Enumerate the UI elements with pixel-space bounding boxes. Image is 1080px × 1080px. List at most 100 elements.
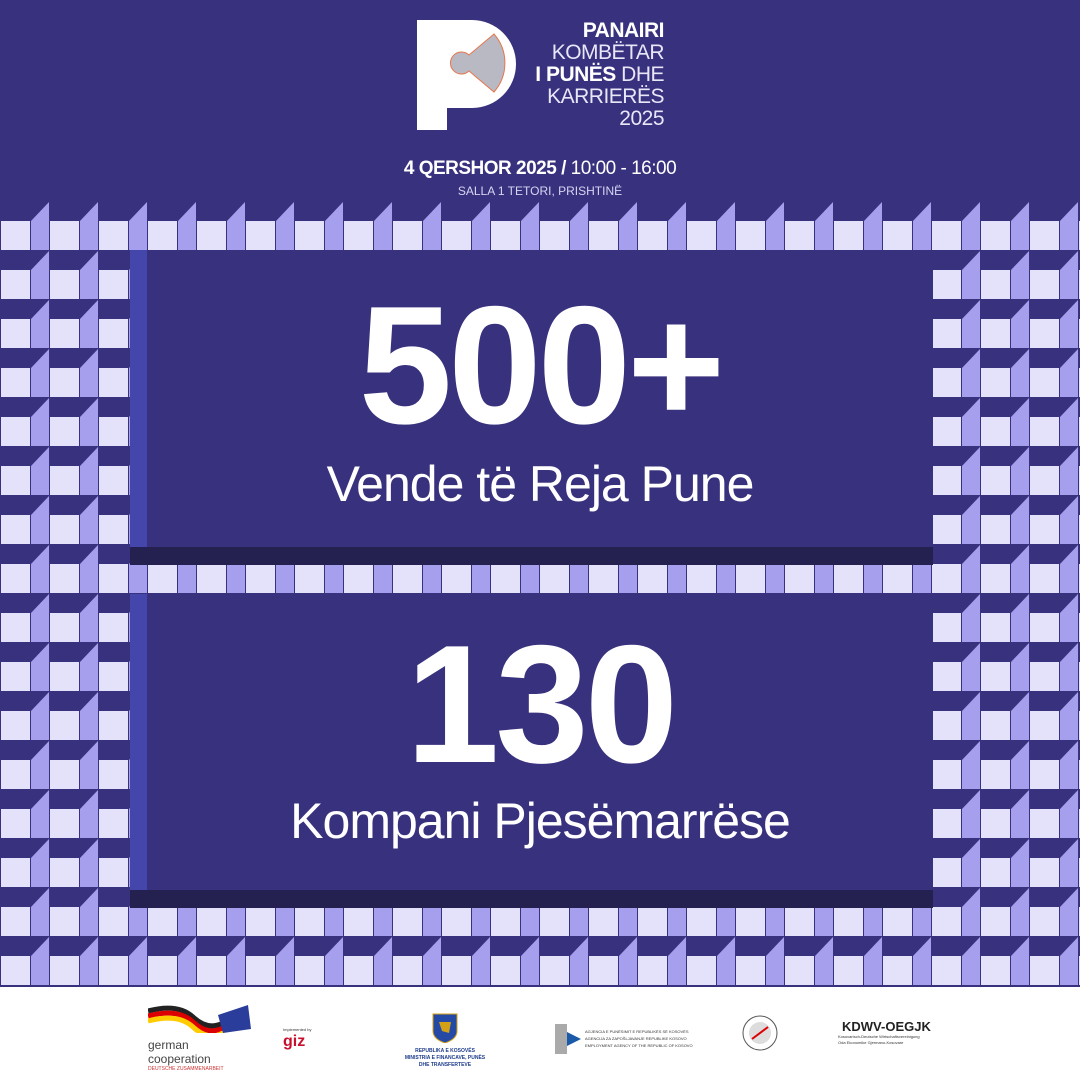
tile-face — [1, 809, 30, 838]
tile-face — [932, 270, 961, 299]
tile-side — [1011, 300, 1029, 348]
tile-face — [99, 907, 128, 936]
tile-face — [99, 711, 128, 740]
tile-face — [99, 760, 128, 789]
tile-side — [521, 202, 539, 250]
tile-side — [80, 496, 98, 544]
tile-side — [472, 202, 490, 250]
tile-face — [1, 662, 30, 691]
tile-side — [31, 447, 49, 495]
tile-face — [981, 466, 1010, 495]
tile-face — [1030, 809, 1059, 838]
tile-face — [1030, 613, 1059, 642]
tile-face — [197, 907, 226, 936]
tile-face — [638, 907, 667, 936]
tile-side — [129, 202, 147, 250]
tile-face — [589, 956, 618, 985]
tile-side — [276, 202, 294, 250]
tile-face — [1030, 515, 1059, 544]
tile-side — [1060, 937, 1078, 985]
tile-face — [50, 760, 79, 789]
tile-side — [1060, 349, 1078, 397]
tile-face — [50, 907, 79, 936]
tile-face — [1030, 270, 1059, 299]
tile-face — [1, 466, 30, 495]
tile-side — [815, 937, 833, 985]
tile-face — [932, 564, 961, 593]
tile-side — [962, 300, 980, 348]
tile-face — [1, 907, 30, 936]
tile-side — [178, 202, 196, 250]
tile-face — [1030, 466, 1059, 495]
tile-face — [50, 956, 79, 985]
tile-side — [1060, 202, 1078, 250]
tile-face — [981, 956, 1010, 985]
ministry-logo: REPUBLIKA E KOSOVËS MINISTRIA E FINANCAV… — [395, 1013, 495, 1069]
tile-face — [736, 564, 765, 593]
tile-face — [344, 956, 373, 985]
tile-side — [1060, 643, 1078, 691]
tile-side — [1060, 839, 1078, 887]
tile-side — [570, 202, 588, 250]
tile-face — [981, 907, 1010, 936]
tile-face — [99, 368, 128, 397]
tile-side — [1060, 251, 1078, 299]
giz-logo: Implemented by giz — [283, 1027, 312, 1050]
tile-face — [981, 417, 1010, 446]
tile-side — [717, 937, 735, 985]
tile-face — [932, 858, 961, 887]
tile-face — [736, 956, 765, 985]
tile-face — [834, 221, 863, 250]
tile-face — [393, 956, 422, 985]
panel-shade — [130, 547, 933, 565]
tile-side — [962, 643, 980, 691]
tile-face — [99, 515, 128, 544]
tile-face — [932, 613, 961, 642]
tile-side — [325, 937, 343, 985]
tile-side — [1060, 398, 1078, 446]
tile-face — [834, 907, 863, 936]
tile-face — [1, 368, 30, 397]
tile-face — [393, 221, 422, 250]
tile-face — [785, 221, 814, 250]
panel-face — [147, 250, 933, 547]
tile-face — [540, 956, 569, 985]
tile-side — [1060, 594, 1078, 642]
tile-side — [31, 594, 49, 642]
tile-face — [99, 270, 128, 299]
tile-face — [491, 956, 520, 985]
tile-face — [589, 564, 618, 593]
tile-face — [1, 760, 30, 789]
tile-face — [50, 809, 79, 838]
tile-face — [687, 956, 716, 985]
tile-face — [638, 956, 667, 985]
tile-face — [1030, 956, 1059, 985]
tile-side — [31, 349, 49, 397]
tile-face — [1030, 564, 1059, 593]
stat-label: Vende të Reja Pune — [326, 456, 755, 512]
tile-side — [962, 888, 980, 936]
tile-side — [80, 300, 98, 348]
tile-face — [50, 270, 79, 299]
tile-side — [1011, 839, 1029, 887]
tile-face — [393, 564, 422, 593]
tile-face — [687, 907, 716, 936]
tile-side — [962, 937, 980, 985]
tile-side — [80, 349, 98, 397]
tile-side — [1011, 447, 1029, 495]
tile-side — [1060, 692, 1078, 740]
tile-side — [31, 839, 49, 887]
tile-side — [80, 937, 98, 985]
tile-side — [80, 251, 98, 299]
tile-face — [981, 368, 1010, 397]
tile-side — [80, 545, 98, 593]
tile-side — [80, 398, 98, 446]
tile-side — [31, 643, 49, 691]
tile-face — [50, 662, 79, 691]
tile-face — [99, 858, 128, 887]
tile-face — [1030, 711, 1059, 740]
tile-face — [932, 319, 961, 348]
tile-side — [913, 937, 931, 985]
tile-face — [197, 564, 226, 593]
tile-face — [932, 809, 961, 838]
